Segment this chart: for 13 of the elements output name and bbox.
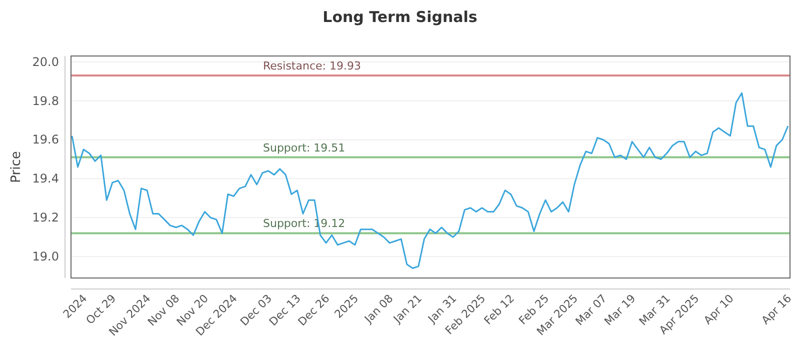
x-tick-label: Apr 16 (759, 292, 794, 327)
ref-line-label: Resistance: 19.93 (263, 59, 361, 72)
y-tick-label: 19.8 (32, 94, 59, 108)
chart-title: Long Term Signals (322, 8, 478, 26)
ref-line-label: Support: 19.51 (263, 141, 346, 154)
y-tick-label: 19.2 (32, 210, 59, 225)
y-tick-label: 19.0 (32, 250, 59, 264)
y-axis-title: Price (9, 151, 24, 183)
line-series (71, 92, 789, 270)
y-tick-label: 19.4 (32, 172, 59, 186)
x-tick-label: Apr 10 (701, 292, 736, 327)
y-tick-label: 19.6 (32, 132, 59, 147)
y-tick-label: 20.0 (32, 54, 59, 69)
